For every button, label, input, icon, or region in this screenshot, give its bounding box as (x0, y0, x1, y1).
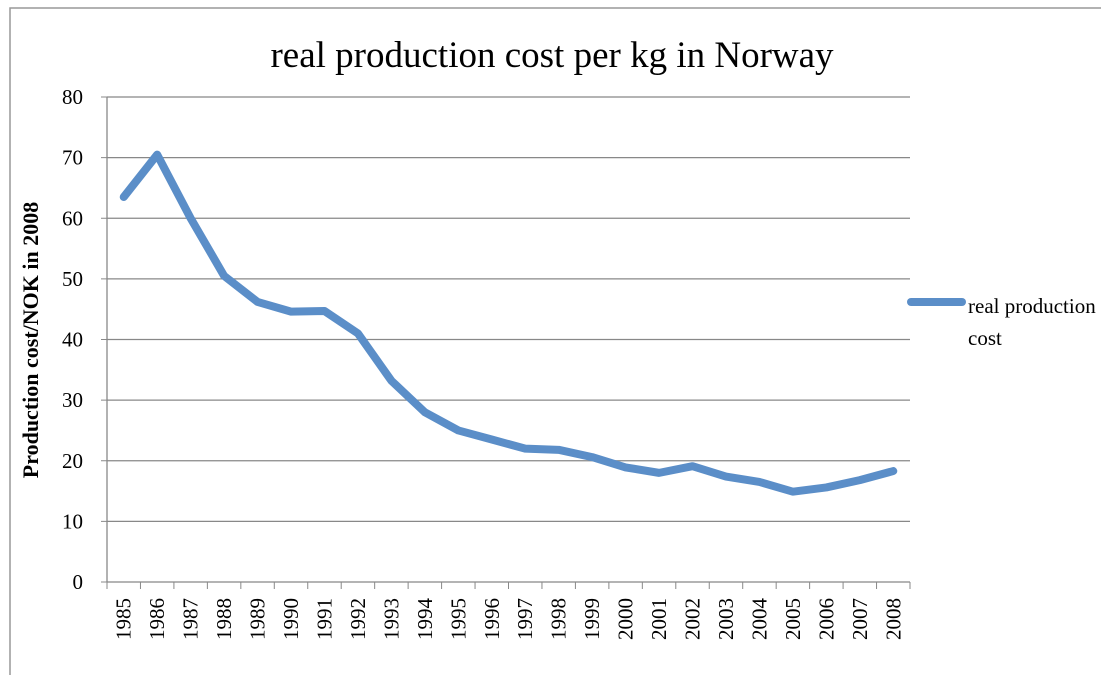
y-tick-label: 70 (62, 146, 83, 170)
x-tick-label: 1986 (145, 598, 169, 640)
y-tick-label: 50 (62, 267, 83, 291)
x-tick-label: 1998 (547, 598, 571, 640)
x-tick-label: 1994 (413, 598, 437, 641)
x-tick-label: 1985 (112, 598, 136, 640)
x-tick-label: 1990 (279, 598, 303, 640)
x-tick-label: 1993 (379, 598, 403, 640)
y-tick-label: 80 (62, 85, 83, 109)
y-tick-label: 10 (62, 509, 83, 533)
x-tick-label: 1997 (513, 598, 537, 640)
x-tick-label: 2003 (714, 598, 738, 640)
y-tick-label: 20 (62, 449, 83, 473)
x-tick-label: 2005 (781, 598, 805, 640)
x-tick-label: 1987 (179, 598, 203, 640)
x-tick-label: 1999 (580, 598, 604, 640)
x-tick-label: 2008 (881, 598, 905, 640)
y-tick-label: 30 (62, 388, 83, 412)
x-tick-label: 1989 (246, 598, 270, 640)
x-tick-label: 2001 (647, 598, 671, 640)
x-tick-label: 1992 (346, 598, 370, 640)
x-tick-label: 2002 (681, 598, 705, 640)
series-line (119, 150, 898, 496)
legend-label: real production cost (968, 294, 1096, 350)
y-tick-label: 40 (62, 328, 83, 352)
x-tick-label: 1991 (312, 598, 336, 640)
x-tick-label: 2007 (848, 598, 872, 640)
y-tick-label: 0 (73, 570, 84, 594)
x-tick-label: 2004 (747, 598, 771, 641)
chart-title: real production cost per kg in Norway (270, 35, 834, 76)
x-tick-label: 2006 (814, 598, 838, 640)
y-axis-label: Production cost/NOK in 2008 (18, 202, 43, 478)
x-tick-label: 1995 (446, 598, 470, 640)
x-tick-label: 2000 (614, 598, 638, 640)
chart-border (9, 7, 1101, 675)
y-tick-label: 60 (62, 206, 83, 230)
x-tick-label: 1988 (212, 598, 236, 640)
x-tick-label: 1996 (480, 598, 504, 640)
